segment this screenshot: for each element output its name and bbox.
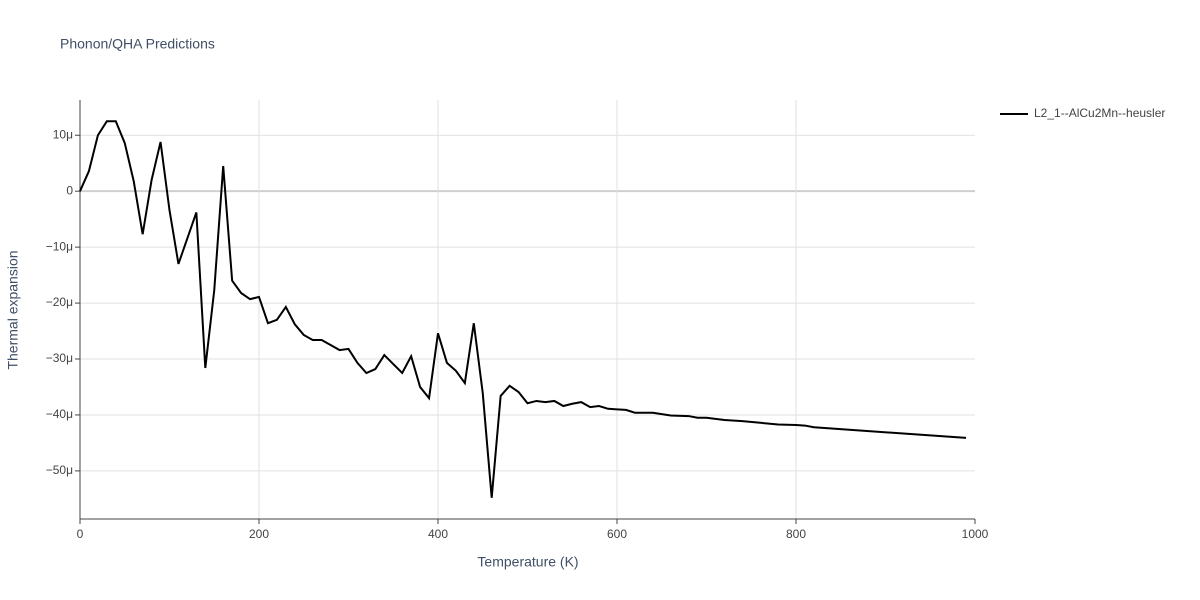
x-tick-label: 400 — [428, 527, 448, 541]
y-tick-label: −30μ — [46, 351, 73, 365]
x-tick-label: 600 — [607, 527, 627, 541]
x-tick-label: 800 — [786, 527, 806, 541]
chart-title: Phonon/QHA Predictions — [60, 36, 215, 52]
y-tick-label: −40μ — [46, 407, 73, 421]
y-axis-title: Thermal expansion — [5, 250, 21, 369]
legend-label: L2_1--AlCu2Mn--heusler — [1034, 106, 1165, 120]
y-tick-label: 10μ — [53, 127, 73, 141]
x-tick-label: 1000 — [962, 527, 989, 541]
x-tick-label: 200 — [249, 527, 269, 541]
y-tick-label: −20μ — [46, 295, 73, 309]
y-tick-label: 0 — [66, 183, 73, 197]
y-tick-label: −50μ — [46, 463, 73, 477]
y-tick-label: −10μ — [46, 239, 73, 253]
x-tick-label: 0 — [77, 527, 84, 541]
data-line — [79, 120, 967, 498]
x-axis-title: Temperature (K) — [477, 554, 578, 570]
